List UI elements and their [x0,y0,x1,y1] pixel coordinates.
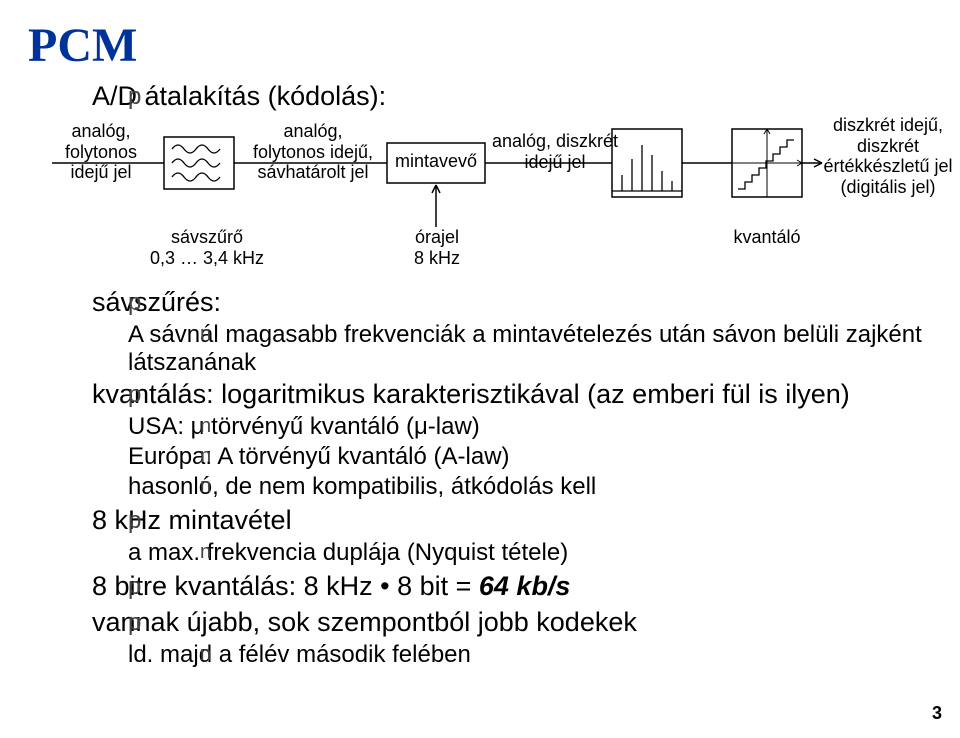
sub-bullet-item: nEurópa: A törvényű kvantáló (A-law) [128,443,932,473]
bullet-text: kvantálás: logaritmikus karakterisztikáv… [92,379,932,410]
sub-bullet-item: nhasonló, de nem kompatibilis, átkódolás… [128,473,932,503]
sub-bullet-text: ld. majd a félév második felében [128,641,932,669]
page-number: 3 [932,703,942,724]
sub-bullet-item: na max. frekvencia duplája (Nyquist téte… [128,539,932,569]
label-input: analóg,folytonosidejű jel [46,121,156,183]
label-digital: diszkrét idejű,diszkrétértékkészletű jel… [808,115,960,198]
bullet-item: pkvantálás: logaritmikus karakterisztiká… [92,379,932,413]
sub-bullet-text: hasonló, de nem kompatibilis, átkódolás … [128,473,932,501]
sub-bullet-text: a max. frekvencia duplája (Nyquist tétel… [128,539,932,567]
bullet-marker: p [128,83,141,111]
bullet-ad: p A/D átalakítás (kódolás): [92,81,932,115]
sub-bullet-marker: n [200,475,211,498]
label-filter-note: sávszűrő0,3 … 3,4 kHz [142,227,272,268]
bullet-marker: p [128,381,141,409]
bullet-marker: p [128,289,141,317]
label-clock: órajel8 kHz [392,227,482,268]
sub-bullet-text: A sávnál magasabb frekvenciák a mintavét… [128,321,932,377]
bullet-item: pvannak újabb, sok szempontból jobb kode… [92,607,932,641]
sub-bullet-item: nUSA: μ törvényű kvantáló (μ-law) [128,413,932,443]
bullet-text: 8 bitre kvantálás: 8 kHz • 8 bit = 64 kb… [92,571,932,602]
slide-title: PCM [28,18,932,73]
bullet-marker: p [128,507,141,535]
bullet-text: 8 kHz mintavétel [92,505,932,536]
sub-bullet-marker: n [200,445,211,468]
bullet-item: p8 kHz mintavétel [92,505,932,539]
bullet-marker: p [128,609,141,637]
bullet-item: p8 bitre kvantálás: 8 kHz • 8 bit = 64 k… [92,571,932,605]
bullet-text: sávszűrés: [92,287,932,318]
bullet-text: A/D átalakítás (kódolás): [92,81,932,112]
bullet-marker: p [128,573,141,601]
label-sampled: analóg, diszkrétidejű jel [480,131,630,172]
sub-bullet-text: USA: μ törvényű kvantáló (μ-law) [128,413,932,441]
sub-bullet-item: nld. majd a félév második felében [128,641,932,671]
bullet-item: psávszűrés: [92,287,932,321]
label-filtered: analóg,folytonos idejű,sávhatárolt jel [238,121,388,183]
bullet-list: psávszűrés:nA sávnál magasabb frekvenciá… [28,287,932,671]
bullet-text: vannak újabb, sok szempontból jobb kodek… [92,607,932,638]
sub-bullet-text: Európa: A törvényű kvantáló (A-law) [128,443,932,471]
label-sampler: mintavevő [387,151,485,172]
sub-bullet-marker: n [200,643,211,666]
slide: PCM p A/D átalakítás (kódolás): [0,0,960,738]
sub-bullet-marker: n [200,541,211,564]
label-quantizer: kvantáló [702,227,832,248]
sub-bullet-item: nA sávnál magasabb frekvenciák a mintavé… [128,321,932,377]
pcm-diagram: analóg,folytonosidejű jel analóg,folyton… [52,115,952,285]
sub-bullet-marker: n [200,323,211,346]
sub-bullet-marker: n [200,415,211,438]
